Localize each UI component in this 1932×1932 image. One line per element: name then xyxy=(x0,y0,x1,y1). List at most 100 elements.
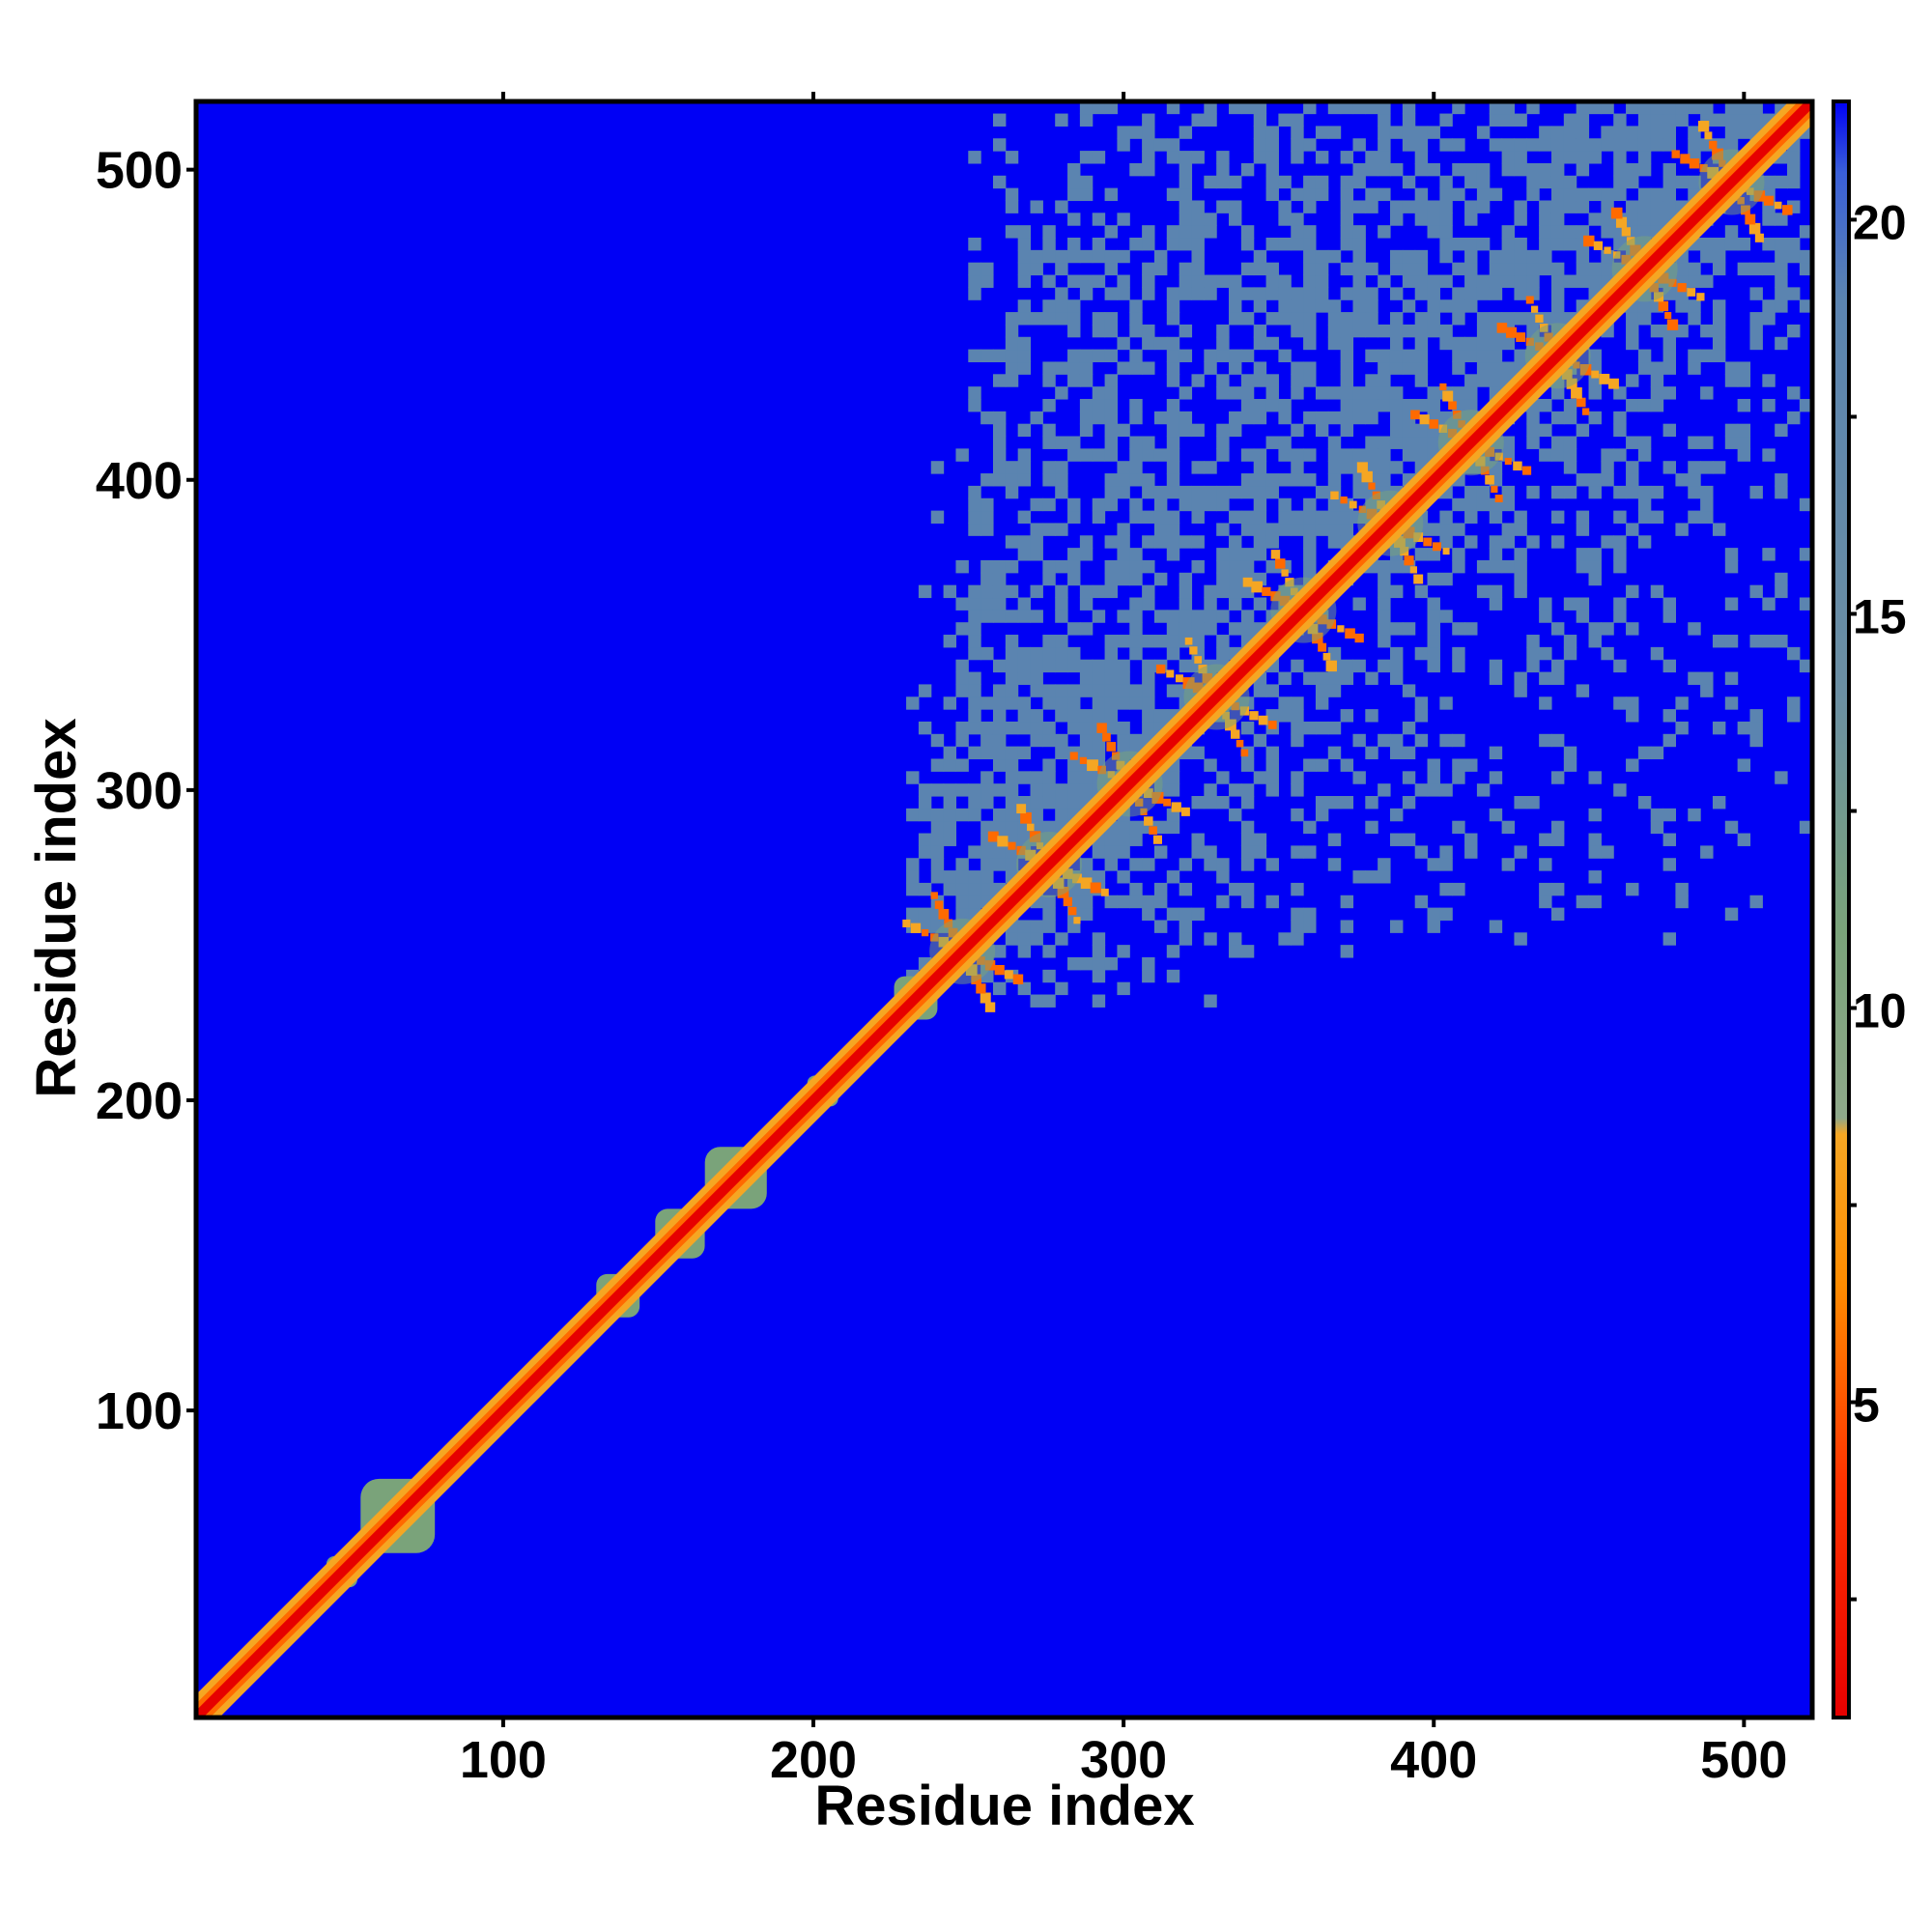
contact-cell xyxy=(1291,361,1304,375)
contact-cell xyxy=(1055,461,1068,474)
contact-cell xyxy=(1315,523,1329,536)
contact-cell xyxy=(980,572,994,586)
contact-cell xyxy=(1017,646,1032,661)
contact-cell xyxy=(1240,411,1255,425)
contact-cell xyxy=(1452,559,1465,574)
contact-cell xyxy=(1117,461,1130,474)
contact-cell xyxy=(1042,461,1056,474)
contact-cell xyxy=(1030,733,1043,748)
contact-cell xyxy=(1414,733,1429,748)
contact-cell xyxy=(1278,436,1292,449)
contact-cell xyxy=(1563,398,1577,412)
contact-cell xyxy=(1017,721,1032,735)
contact-cell xyxy=(955,858,969,871)
repeat-contact xyxy=(1270,550,1281,559)
contact-cell xyxy=(1079,684,1094,697)
contact-cell xyxy=(1216,584,1230,599)
repeat-contact xyxy=(1236,739,1244,748)
contact-cell xyxy=(1650,126,1664,139)
contact-cell xyxy=(1365,820,1378,835)
contact-cell xyxy=(992,138,1007,152)
contact-cell xyxy=(980,497,994,512)
contact-cell xyxy=(1389,808,1404,822)
contact-cell xyxy=(1439,696,1453,710)
contact-cell xyxy=(1563,411,1577,425)
contact-cell xyxy=(1142,969,1155,983)
contact-cell xyxy=(1142,162,1155,177)
contact-cell xyxy=(1576,684,1590,697)
contact-cell xyxy=(1079,361,1094,375)
contact-cell xyxy=(943,783,957,797)
contact-cell xyxy=(1079,584,1094,599)
repeat-contact xyxy=(1604,246,1611,254)
contact-cell xyxy=(1291,299,1304,313)
contact-cell xyxy=(968,610,981,623)
contact-cell xyxy=(1378,473,1391,487)
contact-cell xyxy=(1787,238,1801,251)
contact-cell xyxy=(1389,287,1404,300)
repeat-contact xyxy=(1763,195,1775,206)
contact-cell xyxy=(1216,497,1230,512)
contact-cell xyxy=(1117,684,1130,697)
contact-cell xyxy=(1378,274,1391,288)
contact-cell xyxy=(1378,783,1391,797)
contact-cell xyxy=(1327,796,1342,810)
contact-cell xyxy=(1315,721,1329,735)
contact-cell xyxy=(1414,448,1429,462)
contact-cell xyxy=(1017,461,1032,474)
contact-cell xyxy=(1129,398,1143,412)
contact-cell xyxy=(1563,646,1577,661)
x-tick-label: 400 xyxy=(1390,1731,1477,1789)
contact-cell xyxy=(1240,101,1255,115)
contact-cell xyxy=(968,485,981,499)
contact-cell xyxy=(1352,299,1366,313)
contact-cell xyxy=(1191,249,1205,264)
contact-cell xyxy=(1179,238,1193,251)
contact-cell xyxy=(1514,287,1527,300)
contact-cell xyxy=(980,783,994,797)
repeat-contact xyxy=(930,892,938,899)
contact-cell xyxy=(1229,945,1242,958)
contact-cell xyxy=(1303,374,1317,387)
contact-cell xyxy=(1340,187,1354,202)
contact-cell xyxy=(1550,225,1565,239)
contact-cell xyxy=(1079,411,1094,425)
contact-cell xyxy=(1688,138,1701,152)
diagonal-band-core xyxy=(196,101,1812,1718)
contact-cell xyxy=(1712,113,1726,127)
contact-cell xyxy=(1240,473,1255,487)
contact-cell xyxy=(968,684,981,697)
contact-cell xyxy=(1340,312,1354,326)
contact-cell xyxy=(1067,646,1081,661)
contact-cell xyxy=(1315,684,1329,697)
contact-cell xyxy=(1191,151,1205,164)
contact-cell xyxy=(992,808,1007,822)
contact-cell xyxy=(918,796,932,810)
repeat-contact xyxy=(1610,207,1623,219)
contact-cell xyxy=(1117,671,1130,685)
repeat-contact xyxy=(1281,569,1289,577)
contact-cell xyxy=(1526,162,1540,177)
contact-cell xyxy=(1253,249,1267,264)
contact-cell xyxy=(1501,559,1516,574)
contact-cell xyxy=(1005,349,1019,363)
contact-cell xyxy=(1166,485,1180,499)
contact-cell xyxy=(1626,336,1639,351)
contact-cell xyxy=(1005,721,1019,735)
contact-cell xyxy=(1067,312,1081,326)
contact-cell xyxy=(1712,312,1726,326)
contact-cell xyxy=(1576,113,1590,127)
contact-cell xyxy=(1291,932,1304,946)
contact-cell xyxy=(1129,610,1143,623)
contact-cell xyxy=(1501,436,1516,449)
contact-cell xyxy=(1365,796,1378,810)
contact-cell xyxy=(1191,845,1205,859)
contact-cell xyxy=(1352,398,1366,412)
contact-cell xyxy=(1117,213,1130,226)
contact-cell xyxy=(992,981,1007,996)
contact-cell xyxy=(1650,510,1664,525)
contact-cell xyxy=(1229,213,1242,226)
contact-cell xyxy=(1017,423,1032,438)
contact-cell xyxy=(1662,138,1676,152)
contact-cell xyxy=(1650,646,1664,661)
